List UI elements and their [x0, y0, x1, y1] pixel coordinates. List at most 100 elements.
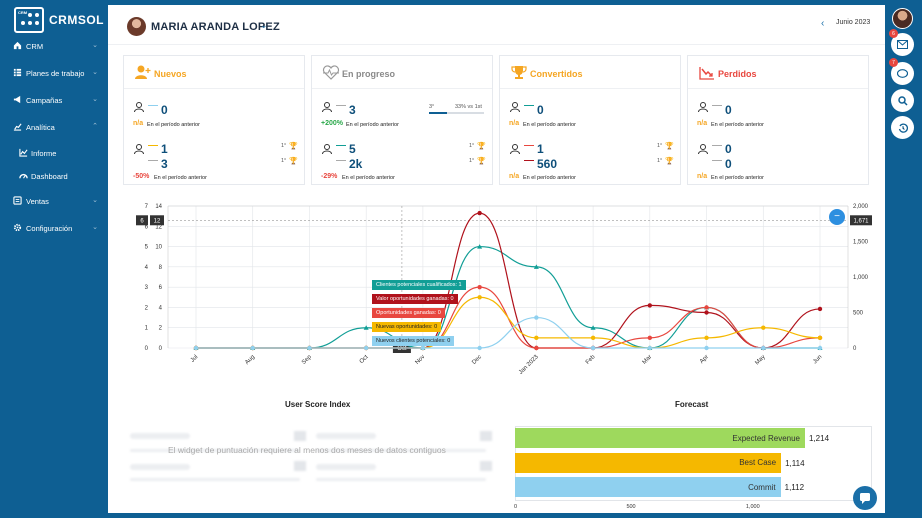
rank-1: 1° — [469, 143, 475, 149]
bottom-caption: En el período anterior — [523, 175, 576, 181]
series-marker — [524, 145, 534, 146]
trophy-icon: 🏆 — [289, 158, 298, 165]
person-icon — [322, 102, 332, 113]
top-pct: n/a — [133, 120, 144, 127]
score-title: User Score Index — [285, 400, 351, 409]
user-avatar[interactable] — [892, 8, 913, 29]
megaphone-icon — [13, 95, 21, 104]
brand-logo[interactable]: CRM CRMSOL — [14, 7, 104, 33]
data-point — [704, 305, 709, 310]
series-marker — [712, 160, 722, 161]
y-tick-label: 7 — [145, 204, 149, 210]
top-value: 0 — [537, 103, 544, 117]
user-name[interactable]: MARIA ARANDA LOPEZ — [151, 21, 280, 33]
line-chart-icon — [19, 148, 28, 157]
crosshair-right: 1,671 — [853, 218, 869, 224]
top-value: 3 — [349, 103, 356, 117]
history-button[interactable] — [891, 116, 914, 139]
blurred-cell — [480, 461, 492, 471]
tooltip-item: Valor oportunidades ganadas: 0 — [372, 294, 458, 304]
gear-icon — [13, 223, 22, 232]
chevron-down-icon: ⌄ — [92, 197, 98, 204]
blurred-row — [130, 478, 300, 481]
forecast-bar: Commit — [515, 477, 781, 497]
top-pct: n/a — [509, 120, 520, 127]
nav-informe[interactable]: Informe — [0, 142, 108, 164]
tooltip-item: Clientes potenciales cualificados: 1 — [372, 280, 466, 290]
data-point — [817, 335, 823, 341]
mail-button[interactable]: 6 — [889, 29, 914, 56]
tooltip-item: Nuevos clientes potenciales: 0 — [372, 336, 455, 346]
card-nuevos: Nuevos 0 n/a En el período anterior 1 3 … — [123, 55, 305, 185]
forecast-value: 1,112 — [784, 483, 805, 492]
y-tick-label: 6 — [159, 285, 163, 291]
y-tick-label: 1 — [145, 326, 149, 332]
chat-notifications-button[interactable]: 7 — [889, 58, 914, 85]
search-button[interactable] — [891, 89, 914, 112]
forecast-value: 1,214 — [809, 434, 830, 443]
top-value: 0 — [161, 103, 168, 117]
value-2: 0 — [725, 157, 732, 171]
y-tick-label-right: 500 — [853, 311, 864, 317]
nav-dashboard[interactable]: Dashboard — [0, 165, 108, 187]
y-tick-label: 3 — [145, 285, 149, 291]
nav-informe-label: Informe — [31, 149, 57, 158]
forecast-tick: 1,000 — [745, 504, 760, 510]
top-caption: En el período anterior — [711, 122, 764, 128]
data-point — [817, 306, 823, 312]
nav-analitica-label: Analítica — [26, 123, 55, 132]
data-point — [590, 335, 596, 341]
trophy-icon: 🏆 — [665, 158, 674, 165]
nav-ventas[interactable]: Ventas ⌄ — [0, 190, 108, 212]
blurred-cell — [480, 431, 492, 441]
value-2: 2k — [349, 157, 363, 171]
top-pct: +200% — [321, 120, 343, 127]
nav-configuracion-label: Configuración — [26, 224, 73, 233]
y-tick-label: 4 — [145, 265, 149, 271]
zoom-out-button[interactable]: − — [829, 209, 845, 225]
chart-canvas: 012345670246810121405001,0001,5002,000Ju… — [136, 204, 872, 376]
chevron-left-icon[interactable]: ‹ — [821, 18, 825, 29]
blurred-row — [316, 449, 486, 452]
chevron-down-icon[interactable]: ⌄ — [260, 20, 268, 30]
nav-campanas[interactable]: Campañas ⌄ — [0, 89, 108, 111]
chat-button[interactable] — [853, 486, 877, 510]
y-tick-label: 6 — [145, 224, 149, 230]
data-point — [534, 335, 539, 341]
x-tick-label: May — [754, 354, 766, 366]
nav-ventas-label: Ventas — [26, 197, 49, 206]
series-marker — [712, 105, 722, 106]
chevron-down-icon: ⌄ — [92, 96, 98, 103]
bottom-caption: En el período anterior — [711, 175, 764, 181]
y-tick-label: 14 — [155, 204, 162, 210]
crosshair-left2: 12 — [154, 218, 161, 224]
nav-planes[interactable]: Planes de trabajo ⌄ — [0, 62, 108, 84]
nav-crm-label: CRM — [26, 42, 44, 51]
avatar — [127, 17, 146, 36]
value-1: 0 — [725, 142, 732, 156]
forecast-tick: 0 — [514, 504, 518, 510]
person-award-icon — [322, 144, 332, 155]
data-point — [477, 284, 482, 290]
blurred-row — [130, 433, 190, 439]
data-point — [363, 345, 369, 351]
progress-bar — [429, 112, 484, 114]
tooltip-item: Nuevas oportunidades: 0 — [372, 322, 442, 332]
sidebar: CRM CRMSOL CRM ⌄ Planes de trabajo ⌄ Cam… — [0, 0, 108, 518]
series-line — [196, 316, 820, 349]
forecast-tick: 500 — [626, 504, 636, 510]
chevron-up-icon: ⌃ — [92, 123, 98, 130]
nav-analitica[interactable]: Analítica ⌃ — [0, 116, 108, 138]
data-point — [590, 325, 596, 330]
chevron-down-icon: ⌄ — [92, 69, 98, 76]
nav-crm[interactable]: CRM ⌄ — [0, 35, 108, 57]
blurred-row — [130, 449, 300, 452]
bottom-pct: -50% — [133, 173, 150, 180]
data-point — [534, 315, 539, 320]
y-tick-label: 4 — [159, 305, 163, 311]
top-value: 0 — [725, 103, 732, 117]
nav-configuracion[interactable]: Configuración ⌄ — [0, 217, 108, 239]
nav-dashboard-label: Dashboard — [31, 172, 68, 181]
bottom-pct: -29% — [321, 173, 338, 180]
nav-planes-label: Planes de trabajo — [26, 69, 85, 78]
